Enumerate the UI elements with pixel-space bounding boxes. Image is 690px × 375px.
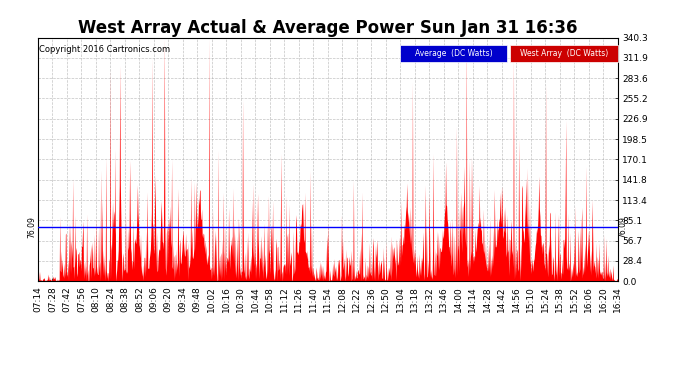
FancyBboxPatch shape: [511, 45, 618, 62]
Text: West Array  (DC Watts): West Array (DC Watts): [520, 49, 608, 58]
Text: 76.09: 76.09: [618, 216, 628, 238]
FancyBboxPatch shape: [400, 45, 507, 62]
Title: West Array Actual & Average Power Sun Jan 31 16:36: West Array Actual & Average Power Sun Ja…: [78, 20, 578, 38]
Text: Average  (DC Watts): Average (DC Watts): [415, 49, 493, 58]
Text: 76.09: 76.09: [27, 216, 36, 238]
Text: Copyright 2016 Cartronics.com: Copyright 2016 Cartronics.com: [39, 45, 170, 54]
